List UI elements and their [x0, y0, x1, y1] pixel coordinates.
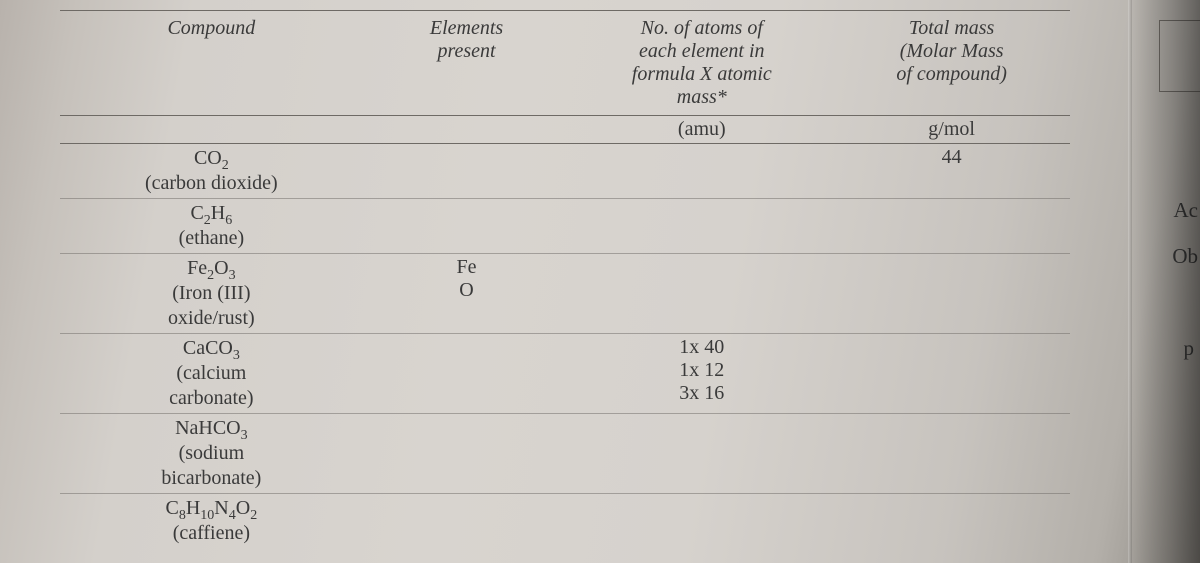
- adjacent-page-box: [1159, 20, 1200, 92]
- table-row: C2H6(ethane): [60, 199, 1070, 254]
- compound-table: Compound Elementspresent No. of atoms of…: [60, 10, 1070, 548]
- cutoff-text-ac: Ac: [1174, 198, 1199, 223]
- cell-compound: NaHCO3(sodiumbicarbonate): [60, 414, 363, 494]
- table-header-row: Compound Elementspresent No. of atoms of…: [60, 11, 1070, 116]
- cell-atoms: [570, 144, 833, 199]
- cell-mass: 44: [833, 144, 1070, 199]
- cell-compound: CO2(carbon dioxide): [60, 144, 363, 199]
- col-header-compound: Compound: [60, 11, 363, 116]
- table-row: CaCO3(calciumcarbonate) 1x 401x 123x 16: [60, 334, 1070, 414]
- cell-atoms: [570, 494, 833, 549]
- table-row: NaHCO3(sodiumbicarbonate): [60, 414, 1070, 494]
- cutoff-text-p: p: [1184, 336, 1195, 361]
- cell-atoms: 1x 401x 123x 16: [570, 334, 833, 414]
- col-header-atoms-text: No. of atoms ofeach element informula X …: [632, 17, 772, 108]
- cell-atoms: [570, 254, 833, 334]
- cutoff-text-ob: Ob: [1172, 244, 1198, 269]
- table-row: Fe2O3(Iron (III)oxide/rust)FeO: [60, 254, 1070, 334]
- page-crease: [1128, 0, 1132, 563]
- cell-compound: C2H6(ethane): [60, 199, 363, 254]
- scanned-page: Compound Elementspresent No. of atoms of…: [0, 0, 1200, 563]
- cell-compound: CaCO3(calciumcarbonate): [60, 334, 363, 414]
- col-header-mass-text: Total mass(Molar Massof compound): [896, 17, 1007, 85]
- cell-mass: [833, 414, 1070, 494]
- cell-elements: FeO: [363, 254, 571, 334]
- cell-atoms: [570, 199, 833, 254]
- cell-elements: [363, 414, 571, 494]
- col-header-elements-text: Elementspresent: [430, 17, 503, 62]
- col-header-atoms: No. of atoms ofeach element informula X …: [570, 11, 833, 116]
- cell-elements: [363, 144, 571, 199]
- cell-compound: Fe2O3(Iron (III)oxide/rust): [60, 254, 363, 334]
- cell-mass: [833, 254, 1070, 334]
- table-row: CO2(carbon dioxide) 44: [60, 144, 1070, 199]
- col-header-mass: Total mass(Molar Massof compound): [833, 11, 1070, 116]
- cell-mass: [833, 494, 1070, 549]
- cell-elements: [363, 494, 571, 549]
- cell-compound: C8H10N4O2(caffiene): [60, 494, 363, 549]
- cell-elements: [363, 334, 571, 414]
- table-row: C8H10N4O2(caffiene): [60, 494, 1070, 549]
- table-body: CO2(carbon dioxide) 44 C2H6(ethane)Fe2O3(I…: [60, 144, 1070, 549]
- unit-gmol: g/mol: [833, 116, 1070, 144]
- col-header-elements: Elementspresent: [363, 11, 571, 116]
- cell-mass: [833, 334, 1070, 414]
- cell-atoms: [570, 414, 833, 494]
- cell-elements: [363, 199, 571, 254]
- table-unit-row: (amu) g/mol: [60, 116, 1070, 144]
- cell-mass: [833, 199, 1070, 254]
- unit-amu: (amu): [570, 116, 833, 144]
